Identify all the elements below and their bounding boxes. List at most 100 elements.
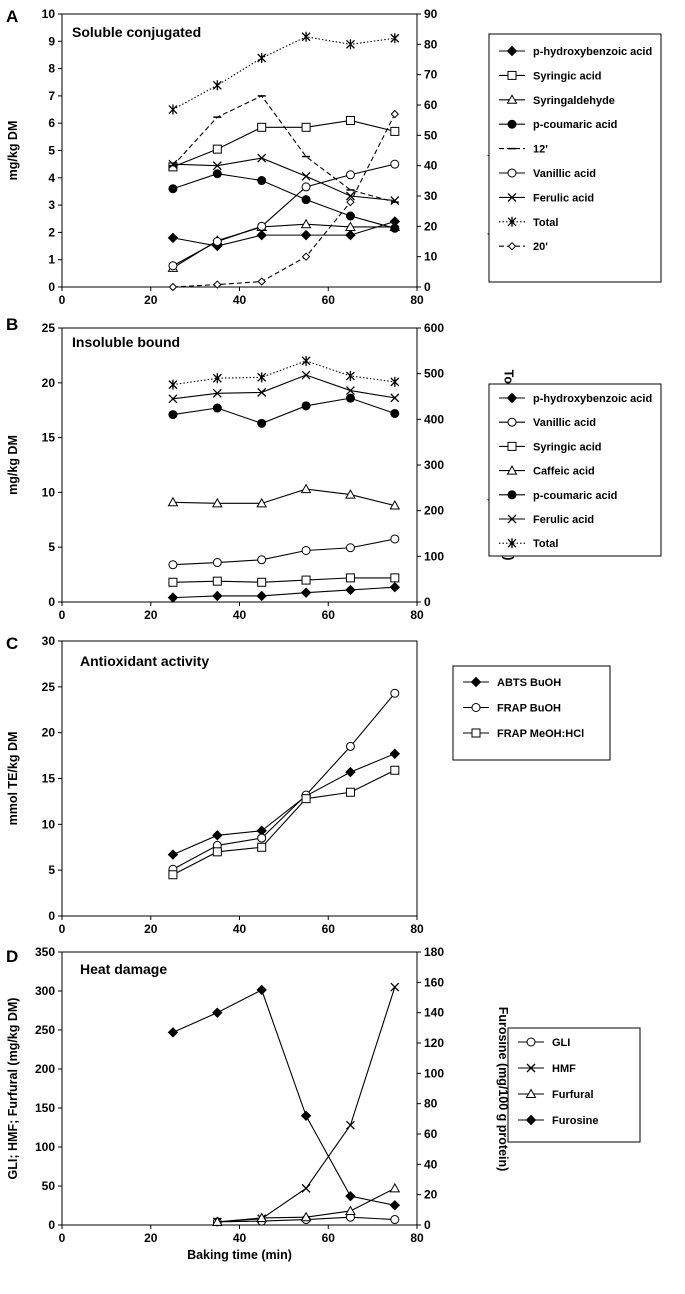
marker-furosine (300, 1110, 312, 1122)
marker-syringic-acid (257, 577, 267, 587)
legend-label: Vanillic acid (533, 168, 596, 180)
marker-total (168, 104, 178, 115)
marker-vanillic-acid (390, 159, 400, 169)
legend-label: ABTS BuOH (497, 677, 561, 689)
marker-syringaldehyde (345, 221, 356, 231)
series-frap-meoh-hcl (168, 765, 400, 880)
y2-tick-label: 40 (424, 1157, 438, 1171)
panel-letter: D (6, 947, 18, 966)
y2-tick-label: 200 (424, 504, 444, 518)
marker-caffeic-acid (256, 497, 268, 508)
x-tick-label: 20 (144, 1231, 158, 1245)
series-line-ferulic-acid (172, 157, 395, 202)
legend-label: 12' (533, 144, 548, 156)
marker-p-coumaric-acid (345, 393, 355, 403)
marker-p-coumaric-acid (257, 418, 267, 428)
x-tick-label: 20 (144, 922, 158, 936)
marker-frap-meoh-hcl (471, 728, 481, 738)
marker-furfural (300, 1211, 312, 1222)
legend-label: p-hydroxybenzoic acid (533, 46, 652, 58)
legend-label: Syringaldehyde (533, 95, 615, 107)
legend-label: Furfural (552, 1089, 594, 1101)
x-tick-label: 0 (59, 1231, 66, 1245)
x-tick-label: 60 (322, 293, 336, 307)
series-line-syringaldehyde (172, 223, 395, 269)
marker-p-hydroxybenzoic-acid (256, 590, 267, 602)
panel-letter: B (6, 315, 18, 334)
marker-furfural (345, 1205, 356, 1215)
legend-label: Furosine (552, 1115, 598, 1127)
marker-ferulic-acid (257, 153, 267, 163)
marker-caffeic-acid (211, 497, 223, 508)
series-furfural (211, 1182, 401, 1226)
y-axis-label: GLI; HMF; Furfural (mg/kg DM) (6, 998, 20, 1180)
panel-title: Heat damage (80, 961, 167, 977)
marker-p-hydroxybenzoic-acid (256, 229, 267, 241)
marker-furosine (525, 1114, 537, 1126)
marker-vanillic-acid (168, 560, 178, 570)
y-tick-label: 4 (48, 171, 55, 185)
series-line-vanillic-acid (172, 538, 395, 566)
x-tick-label: 0 (59, 922, 66, 936)
marker-p-hydroxybenzoic-acid (167, 592, 179, 603)
marker-total (257, 372, 267, 383)
marker-furosine (167, 1027, 179, 1038)
marker-abts-buoh (345, 766, 356, 778)
x-tick-label: 80 (410, 922, 424, 936)
marker-p-coumaric-acid (301, 401, 311, 411)
marker-abts-buoh (470, 676, 482, 688)
y-tick-label: 10 (42, 817, 56, 831)
y2-tick-label: 10 (424, 250, 438, 264)
marker-syringic-acid (390, 573, 400, 583)
series-p-coumaric-acid (168, 393, 400, 428)
y-axis-label: mg/kg DM (6, 121, 20, 181)
marker-furfural (525, 1088, 537, 1098)
y2-tick-label: 0 (424, 1218, 431, 1232)
marker-total (390, 376, 400, 387)
x-tick-label: 40 (233, 1231, 247, 1245)
series-line-caffeic-acid (172, 488, 395, 507)
legend: GLI HMF Furfural Furosine (507, 1027, 641, 1143)
marker-frap-meoh-hcl (212, 847, 222, 857)
y-tick-label: 150 (35, 1101, 55, 1115)
marker-ferulic-acid (390, 393, 400, 403)
marker-p-coumaric-acid (390, 408, 400, 418)
y-tick-label: 25 (42, 680, 56, 694)
panel-c: C Antioxidant activity 0 20 40 60 80 0 5 10 15 20 25… (6, 634, 611, 936)
y-tick-label: 0 (48, 909, 55, 923)
series-line-12 (172, 95, 395, 203)
y-tick-label: 5 (48, 863, 55, 877)
y-tick-label: 20 (42, 376, 56, 390)
y-axis-label: mmol TE/kg DM (6, 732, 20, 826)
marker-syringic-acid (212, 576, 222, 586)
marker-furfural (256, 1212, 268, 1222)
marker-p-coumaric-acid (212, 403, 222, 413)
marker-frap-meoh-hcl (345, 787, 355, 797)
y2-tick-label: 20 (424, 1188, 438, 1202)
marker-vanillic-acid (257, 221, 267, 231)
series-furosine (167, 984, 401, 1211)
y-tick-label: 0 (48, 595, 55, 609)
marker-p-hydroxybenzoic-acid (389, 581, 401, 593)
series-20 (168, 109, 400, 292)
series-line-total (172, 360, 395, 386)
marker-vanillic-acid (345, 543, 355, 553)
y2-tick-label: 100 (424, 1066, 444, 1080)
x-tick-label: 80 (410, 293, 424, 307)
y2-tick-label: 20 (424, 219, 438, 233)
x-tick-label: 60 (322, 608, 336, 622)
series-line-frap-meoh-hcl (172, 769, 396, 876)
marker-total (507, 538, 517, 549)
y-tick-label: 9 (48, 34, 55, 48)
marker-p-hydroxybenzoic-acid (212, 590, 223, 602)
marker-p-coumaric-acid (257, 176, 267, 186)
y-tick-label: 0 (48, 280, 55, 294)
x-tick-label: 80 (410, 608, 424, 622)
marker-furosine (389, 1200, 401, 1211)
marker-syringic-acid (168, 162, 178, 172)
y2-tick-label: 500 (424, 367, 444, 381)
series-12 (168, 95, 399, 203)
series-syringic-acid (168, 115, 400, 172)
